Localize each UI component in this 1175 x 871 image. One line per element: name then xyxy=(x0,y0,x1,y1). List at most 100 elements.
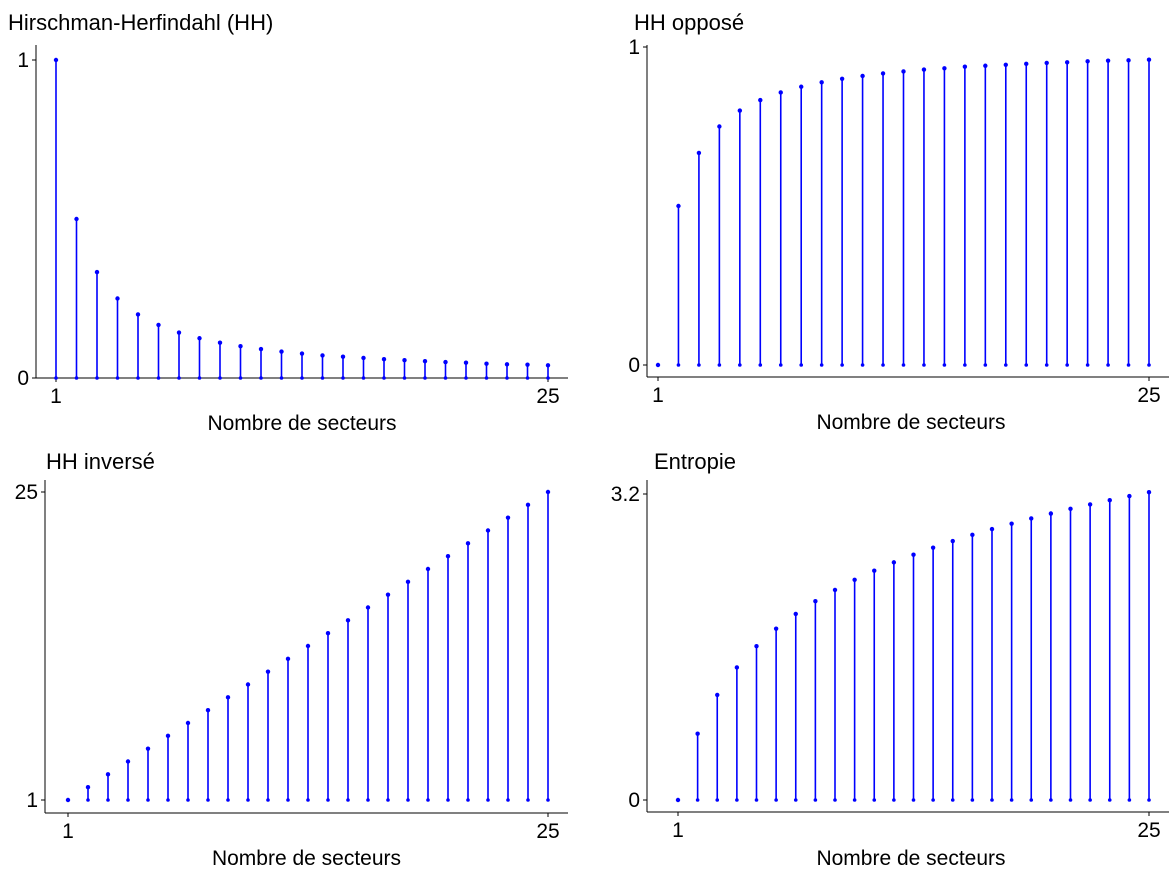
data-point xyxy=(361,355,366,361)
data-point xyxy=(145,746,151,751)
chart-panel-hh-inverse: HH inversé 1 25 1 25 Nombre de secteurs xyxy=(0,435,587,871)
data-point-base xyxy=(54,376,58,380)
y-tick-label: 3.2 xyxy=(611,483,640,506)
data-point-base xyxy=(819,363,824,367)
data-point-base xyxy=(1106,363,1110,367)
data-point-base xyxy=(206,798,210,802)
y-tick-label: 1 xyxy=(628,36,640,59)
data-point xyxy=(299,351,305,356)
data-point xyxy=(1064,60,1070,65)
data-point-base xyxy=(1003,363,1008,367)
data-point-base xyxy=(426,798,430,802)
data-point-base xyxy=(259,376,263,380)
data-point xyxy=(1003,62,1008,68)
data-point-base xyxy=(406,798,410,802)
x-axis-label: Nombre de secteurs xyxy=(816,847,1006,870)
data-point-base xyxy=(74,376,79,380)
data-point-base xyxy=(1127,798,1132,802)
data-point xyxy=(758,97,763,103)
data-point-base xyxy=(279,376,284,380)
data-point xyxy=(105,772,111,777)
chart-panel-hh-oppose: HH opposé 0 1 1 25 Nombre de secteurs xyxy=(587,0,1175,435)
data-point xyxy=(402,357,407,363)
data-point xyxy=(1126,58,1131,63)
data-point xyxy=(891,560,897,565)
x-tick-label: 25 xyxy=(1137,819,1160,842)
data-point-base xyxy=(366,798,370,802)
data-point-base xyxy=(341,376,345,380)
data-point xyxy=(696,150,702,156)
data-point xyxy=(1127,493,1132,499)
x-tick-label: 1 xyxy=(62,820,74,843)
data-point xyxy=(1146,57,1152,62)
chart-title: Entropie xyxy=(654,449,736,474)
chart-panel-hh: Hirschman-Herfindahl (HH) 0 1 1 25 Nombre d… xyxy=(0,0,587,435)
data-point xyxy=(156,322,161,328)
chart-plot: 1 25 1 25 xyxy=(15,480,568,843)
data-point-base xyxy=(1044,363,1049,367)
data-point xyxy=(813,598,818,604)
data-point-base xyxy=(1009,798,1014,802)
data-point xyxy=(422,358,428,364)
data-point xyxy=(465,541,471,546)
data-point xyxy=(340,354,346,359)
data-point-base xyxy=(1147,363,1151,367)
data-point xyxy=(901,69,906,74)
data-point xyxy=(505,515,511,520)
data-point xyxy=(930,545,936,550)
data-point xyxy=(880,71,886,76)
data-point-base xyxy=(306,798,310,802)
data-point xyxy=(911,552,916,557)
data-point-base xyxy=(1126,363,1131,367)
data-point xyxy=(279,349,284,354)
y-tick-label: 0 xyxy=(17,367,29,390)
data-point-base xyxy=(238,376,243,380)
data-point xyxy=(962,64,968,69)
data-point xyxy=(285,656,291,662)
x-tick-label: 25 xyxy=(1137,384,1160,407)
data-point xyxy=(305,643,311,649)
data-point xyxy=(320,353,325,358)
y-tick-label: 0 xyxy=(628,789,640,812)
data-point xyxy=(345,618,351,623)
data-point xyxy=(53,57,59,63)
data-point xyxy=(737,108,743,113)
chart-title: HH inversé xyxy=(46,449,155,474)
data-point-base xyxy=(813,798,818,802)
data-point-base xyxy=(346,798,350,802)
data-point-base xyxy=(464,376,468,380)
data-point xyxy=(545,363,551,368)
data-point-base xyxy=(386,798,390,802)
x-tick-label: 1 xyxy=(652,384,664,407)
data-point-base xyxy=(136,376,140,380)
data-point xyxy=(425,566,431,572)
data-point xyxy=(176,330,182,335)
data-point xyxy=(715,692,720,698)
chart-title: Hirschman-Herfindahl (HH) xyxy=(8,10,274,35)
data-point-base xyxy=(246,798,250,802)
data-point xyxy=(1009,521,1014,526)
data-point xyxy=(1024,61,1029,67)
data-point-base xyxy=(833,798,837,802)
data-point-base xyxy=(266,798,270,802)
data-point xyxy=(238,344,243,349)
data-point xyxy=(225,695,231,700)
data-point xyxy=(484,361,489,366)
data-point-base xyxy=(990,798,994,802)
data-point xyxy=(1044,60,1049,66)
data-point-base xyxy=(774,798,778,802)
data-point-base xyxy=(197,376,202,380)
data-point xyxy=(839,76,845,82)
data-point-base xyxy=(840,363,844,367)
data-point-base xyxy=(361,376,366,380)
data-point-base xyxy=(300,376,304,380)
data-point xyxy=(1068,506,1073,512)
data-point-base xyxy=(1024,363,1029,367)
data-point-base xyxy=(983,363,988,367)
data-point xyxy=(655,362,661,368)
data-point-base xyxy=(546,376,550,380)
x-axis-label: Nombre de secteurs xyxy=(207,412,397,435)
data-point xyxy=(445,553,451,559)
x-axis-label: Nombre de secteurs xyxy=(816,411,1006,434)
data-point xyxy=(734,665,740,670)
